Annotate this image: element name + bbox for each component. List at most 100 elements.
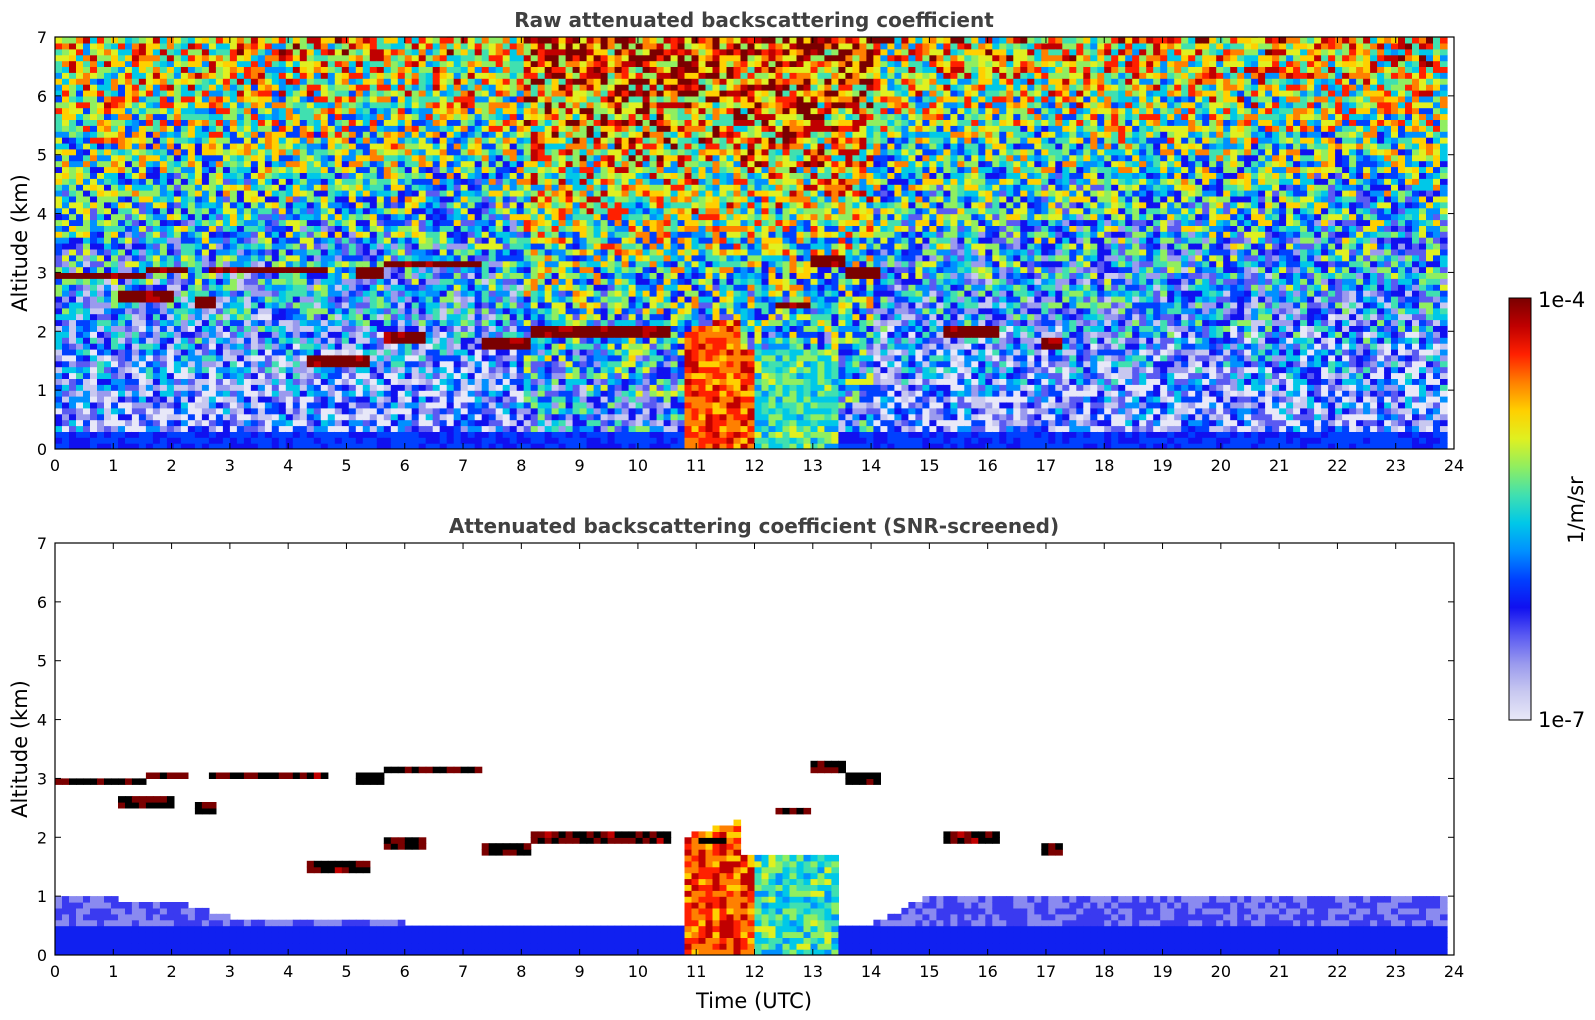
heatmap-cell <box>111 348 119 356</box>
heatmap-cell <box>523 401 532 409</box>
heatmap-cell <box>313 148 322 156</box>
heatmap-cell <box>320 201 329 209</box>
heatmap-cell <box>118 60 126 67</box>
heatmap-cell <box>418 390 427 397</box>
heatmap-cell <box>446 360 455 368</box>
heatmap-cell <box>118 272 126 279</box>
heatmap-cell <box>369 160 378 168</box>
heatmap-cell <box>236 272 245 279</box>
heatmap-cell <box>453 443 462 449</box>
heatmap-cell <box>111 360 119 368</box>
heatmap-cell <box>320 366 329 374</box>
heatmap-cell <box>292 284 301 291</box>
heatmap-cell <box>118 396 126 403</box>
heatmap-cell <box>523 37 532 44</box>
heatmap-cell <box>250 407 259 415</box>
heatmap-cell <box>369 331 378 338</box>
heatmap-cell <box>432 319 441 326</box>
heatmap-cell <box>271 337 280 344</box>
heatmap-cell <box>138 90 147 97</box>
heatmap-cell <box>173 166 182 173</box>
heatmap-cell <box>236 343 245 350</box>
heatmap-cell <box>173 142 182 150</box>
heatmap-cell <box>208 237 217 244</box>
heatmap-cell <box>474 54 483 62</box>
heatmap-cell <box>90 195 98 203</box>
heatmap-cell <box>376 272 385 279</box>
heatmap-cell <box>334 160 343 168</box>
heatmap-cell <box>278 431 287 438</box>
heatmap-cell <box>355 154 364 162</box>
heatmap-cell <box>355 301 364 309</box>
heatmap-cell <box>530 337 539 344</box>
heatmap-cell <box>264 372 273 379</box>
heatmap-cell <box>369 278 378 285</box>
heatmap-cell <box>481 360 490 368</box>
heatmap-cell <box>55 401 63 409</box>
heatmap-cell <box>544 307 553 315</box>
heatmap-cell <box>404 184 413 191</box>
heatmap-cell <box>299 343 308 350</box>
heatmap-cell <box>271 201 280 209</box>
heatmap-cell <box>166 154 175 162</box>
heatmap-cell <box>145 54 154 62</box>
heatmap-cell <box>159 260 168 268</box>
heatmap-cell <box>83 37 91 44</box>
heatmap-cell <box>55 90 63 97</box>
heatmap-cell <box>271 296 280 303</box>
heatmap-cell <box>474 101 483 109</box>
heatmap-cell <box>453 296 462 303</box>
heatmap-cell <box>334 431 343 438</box>
heatmap-cell <box>292 313 301 321</box>
heatmap-cell <box>250 284 259 291</box>
heatmap-cell <box>243 260 252 268</box>
heatmap-cell <box>131 343 140 350</box>
heatmap-cell <box>383 119 392 126</box>
heatmap-cell <box>348 131 357 138</box>
heatmap-cell <box>390 166 399 173</box>
heatmap-cell <box>411 290 420 297</box>
heatmap-cell <box>62 219 70 226</box>
heatmap-cell <box>341 396 350 403</box>
heatmap-cell <box>488 425 497 432</box>
heatmap-cell <box>376 225 385 232</box>
heatmap-cell <box>250 301 259 309</box>
heatmap-cell <box>481 95 490 103</box>
heatmap-cell <box>208 319 217 326</box>
heatmap-cell <box>76 413 84 421</box>
heatmap-cell <box>460 278 469 285</box>
heatmap-cell <box>327 154 336 162</box>
heatmap-cell <box>187 425 196 432</box>
heatmap-cell <box>173 148 182 156</box>
heatmap-cell <box>292 343 301 350</box>
heatmap-cell <box>292 425 301 432</box>
heatmap-cell <box>194 148 203 156</box>
heatmap-cell <box>446 54 455 62</box>
heatmap-cell <box>201 407 210 415</box>
heatmap-cell <box>488 296 497 303</box>
heatmap-cell <box>76 190 84 197</box>
heatmap-cell <box>376 190 385 197</box>
heatmap-cell <box>222 290 231 297</box>
heatmap-cell <box>516 307 525 315</box>
heatmap-cell <box>83 119 91 126</box>
heatmap-cell <box>425 396 434 403</box>
heatmap-cell <box>194 213 203 221</box>
heatmap-cell <box>523 266 532 273</box>
heatmap-cell <box>369 296 378 303</box>
heatmap-cell <box>383 90 392 97</box>
heatmap-cell <box>348 401 357 409</box>
heatmap-cell <box>285 343 294 350</box>
heatmap-cell <box>411 296 420 303</box>
heatmap-cell <box>411 48 420 56</box>
heatmap-cell <box>55 148 63 156</box>
heatmap-cell <box>362 348 371 356</box>
heatmap-cell <box>145 443 154 449</box>
heatmap-cell <box>320 90 329 97</box>
heatmap-cell <box>327 231 336 238</box>
heatmap-cell <box>320 313 329 321</box>
heatmap-cell <box>208 437 217 444</box>
heatmap-cell <box>467 95 476 103</box>
heatmap-cell <box>320 301 329 309</box>
heatmap-cell <box>425 243 434 250</box>
